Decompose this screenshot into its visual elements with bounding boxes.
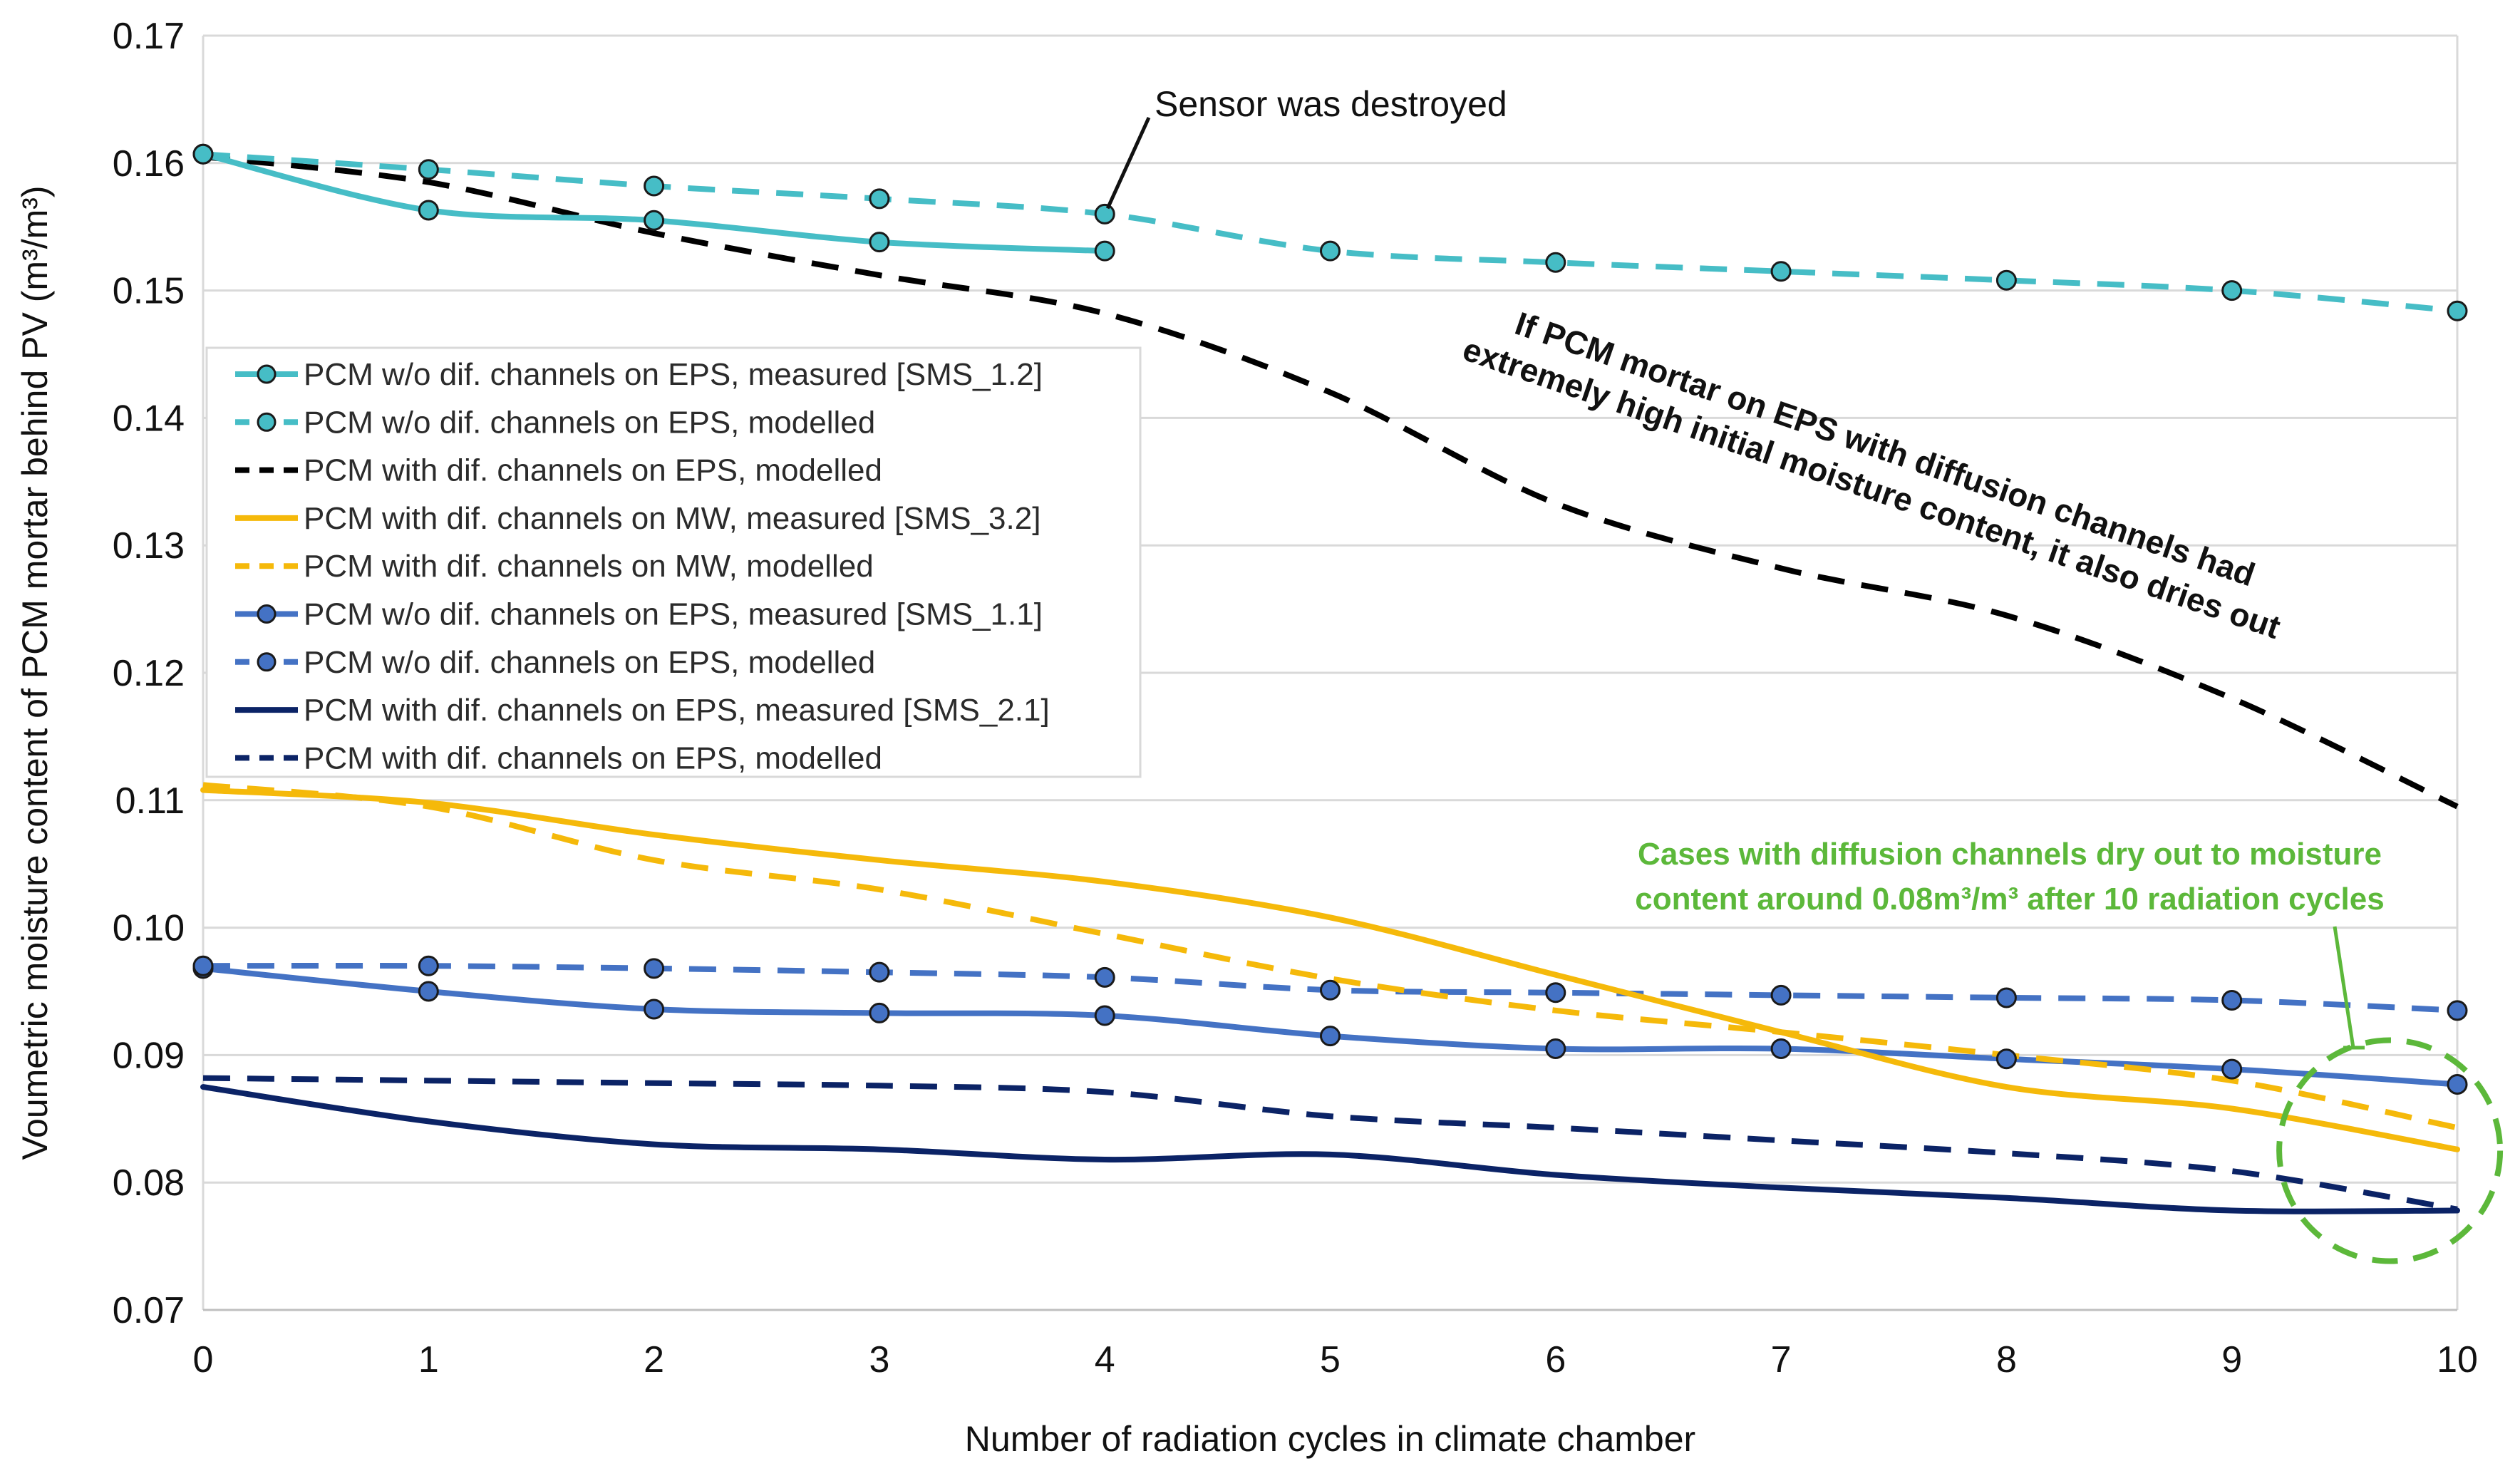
series-line-9: [202, 1075, 2458, 1212]
data-point-s6-4: [1094, 1005, 1115, 1026]
y-tick-label: 0.11: [115, 780, 185, 822]
legend-entry-5: PCM with dif. channels on MW, modelled: [304, 549, 874, 584]
data-point-s2-2: [644, 175, 665, 197]
legend-marker-7: [257, 652, 277, 672]
data-point-s7-9: [2221, 990, 2243, 1011]
x-tick-label: 7: [1771, 1339, 1792, 1381]
data-point-s2-6: [1545, 252, 1566, 273]
axes: 0.07 0.08 0.09 0.10 0.11 0.12 0.13 0.14 0.15 0.16…: [15, 16, 2478, 1459]
series-line-3: [202, 153, 2459, 810]
y-tick-label: 0.09: [113, 1035, 185, 1076]
data-point-s6-6: [1545, 1038, 1566, 1059]
legend-marker-6: [257, 604, 277, 624]
data-point-s6-9: [2221, 1058, 2243, 1080]
data-point-s1-4: [1094, 240, 1115, 262]
data-point-s2-10: [2447, 300, 2468, 321]
eps-note-line-1: If PCM mortar on EPS with diffusion chan…: [1511, 304, 2260, 593]
data-point-s2-8: [1995, 269, 2017, 291]
data-point-s6-2: [644, 998, 665, 1020]
x-tick-label: 2: [644, 1339, 664, 1381]
x-tick-label: 10: [2437, 1339, 2478, 1381]
data-point-s1-2: [644, 210, 665, 231]
data-point-s6-5: [1320, 1026, 1341, 1047]
legend: PCM w/o dif. channels on EPS, measured […: [205, 346, 1142, 778]
data-point-s2-9: [2221, 280, 2243, 301]
data-point-s7-4: [1094, 966, 1115, 988]
data-point-s6-10: [2447, 1074, 2468, 1095]
series-line-2: [202, 151, 2458, 314]
eps-note: If PCM mortar on EPS with diffusion chan…: [1458, 304, 2285, 646]
y-tick-label: 0.17: [113, 16, 185, 57]
series-line-4: [200, 787, 2460, 1152]
legend-entry-3: PCM with dif. channels on EPS, modelled: [304, 453, 882, 488]
green-leader-line: [2333, 926, 2355, 1048]
data-point-s7-6: [1545, 982, 1566, 1003]
x-tick-label: 5: [1320, 1339, 1341, 1381]
data-point-s2-1: [418, 159, 439, 180]
y-tick-label: 0.14: [113, 398, 185, 439]
x-tick-label: 6: [1545, 1339, 1566, 1381]
data-point-s7-1: [418, 955, 439, 976]
legend-marker-1: [257, 364, 277, 384]
y-tick-label: 0.13: [113, 525, 185, 567]
x-tick-label: 8: [1996, 1339, 2017, 1381]
data-point-s2-4: [1094, 203, 1115, 225]
data-point-s7-7: [1770, 984, 1792, 1006]
y-tick-label: 0.08: [113, 1162, 185, 1204]
series-markers: [192, 143, 2468, 1095]
legend-entry-2: PCM w/o dif. channels on EPS, modelled: [304, 405, 875, 440]
data-point-s7-0: [192, 955, 214, 976]
data-point-s2-0: [192, 143, 214, 165]
legend-entry-7: PCM w/o dif. channels on EPS, modelled: [304, 645, 875, 680]
x-axis-title: Number of radiation cycles in climate ch…: [965, 1419, 1695, 1459]
y-axis-title: Voumetric moisture content of PCM mortar…: [15, 185, 55, 1160]
eps-note-line-2: extremely high initial moisture content,…: [1458, 330, 2285, 646]
legend-entry-1: PCM w/o dif. channels on EPS, measured […: [304, 357, 1043, 392]
y-tick-label: 0.12: [113, 653, 185, 694]
y-tick-label: 0.16: [113, 143, 185, 185]
data-point-s6-3: [869, 1002, 890, 1023]
legend-marker-2: [257, 412, 277, 432]
data-point-s6-8: [1995, 1048, 2017, 1070]
x-tick-label: 3: [869, 1339, 889, 1381]
data-point-s2-7: [1770, 261, 1792, 282]
legend-entry-9: PCM with dif. channels on EPS, modelled: [304, 740, 882, 775]
data-point-s1-3: [869, 232, 890, 253]
series-line-5: [202, 782, 2458, 1131]
sensor-annotation: Sensor was destroyed: [1155, 84, 1507, 124]
data-point-s2-3: [869, 188, 890, 210]
y-tick-label: 0.07: [113, 1290, 185, 1331]
legend-box: [205, 346, 1142, 778]
y-tick-label: 0.10: [113, 908, 185, 949]
data-point-s7-10: [2447, 1000, 2468, 1021]
data-point-s7-8: [1995, 987, 2017, 1008]
x-tick-label: 1: [418, 1339, 439, 1381]
legend-entry-6: PCM w/o dif. channels on EPS, measured […: [304, 597, 1043, 632]
data-point-s1-1: [418, 200, 439, 221]
green-note-line-2: content around 0.08m³/m³ after 10 radiat…: [1635, 882, 2384, 917]
sensor-leader-line: [1105, 116, 1151, 210]
data-point-s7-5: [1320, 979, 1341, 1001]
y-tick-label: 0.15: [113, 271, 185, 312]
legend-entry-8: PCM with dif. channels on EPS, measured …: [304, 693, 1050, 728]
series-line-8: [200, 1084, 2460, 1214]
x-tick-label: 9: [2221, 1339, 2242, 1381]
data-point-s6-1: [418, 981, 439, 1002]
data-point-s2-5: [1320, 240, 1341, 262]
legend-entry-4: PCM with dif. channels on MW, measured […: [304, 501, 1040, 536]
data-point-s7-2: [644, 958, 665, 979]
highlight-circle: [2276, 1037, 2504, 1264]
data-point-s6-7: [1770, 1038, 1792, 1059]
green-note-line-1: Cases with diffusion channels dry out to…: [1638, 837, 2382, 872]
x-tick-label: 4: [1095, 1339, 1115, 1381]
data-point-s7-3: [869, 961, 890, 983]
x-tick-label: 0: [193, 1339, 214, 1381]
